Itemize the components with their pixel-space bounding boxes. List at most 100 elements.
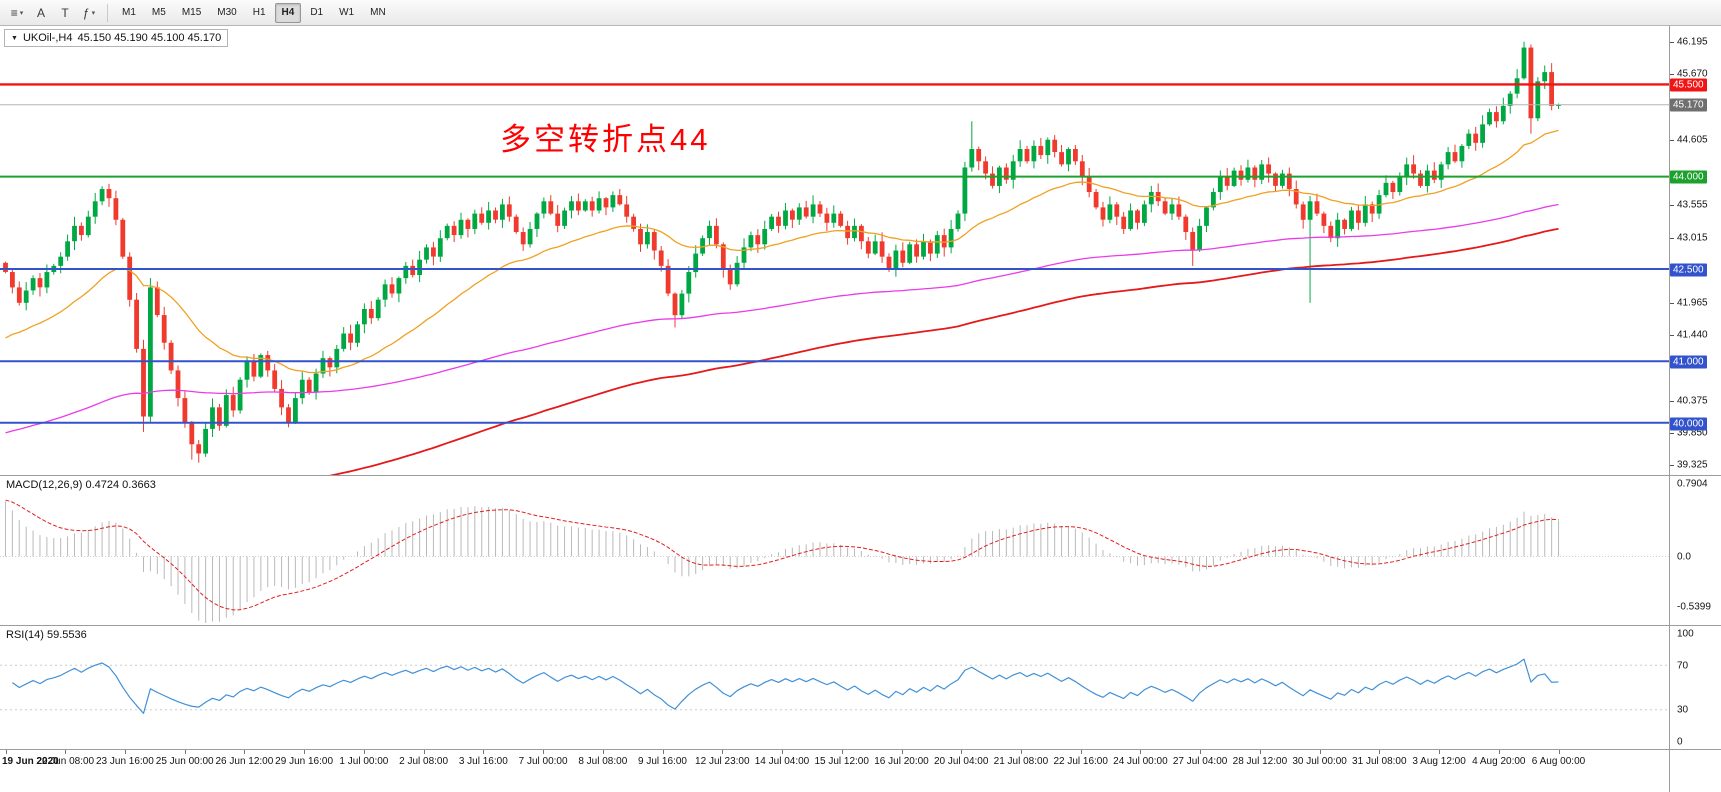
candle-up — [527, 228, 533, 245]
candle-up — [293, 398, 298, 423]
candle-down — [845, 225, 850, 239]
candle-down — [1286, 173, 1292, 189]
scale-tick-mark — [1670, 465, 1674, 467]
price-tag-40.000: 40.000 — [1670, 417, 1707, 431]
timeframe-button-m30[interactable]: M30 — [217, 7, 237, 18]
time-axis-label: 12 Jul 23:00 — [695, 756, 750, 767]
candle-up — [1217, 176, 1223, 193]
candle-up — [1521, 47, 1527, 79]
candle-up — [486, 210, 491, 223]
candle-up — [341, 333, 347, 349]
timeframe-button-m15[interactable]: M15 — [181, 7, 202, 18]
price-tick-label: 41.965 — [1677, 297, 1708, 308]
candle-down — [506, 204, 512, 217]
candle-down — [1024, 149, 1030, 162]
time-axis-label: 3 Aug 12:00 — [1412, 756, 1466, 767]
indicators-icon[interactable]: ƒ ▾ — [78, 3, 100, 23]
candle-up — [748, 235, 754, 248]
macd-canvas[interactable] — [0, 476, 1669, 625]
candle-up — [1148, 192, 1154, 205]
candle-down — [327, 358, 333, 368]
time-axis-tick — [65, 750, 67, 754]
timeframe-button-m5[interactable]: M5 — [151, 7, 166, 18]
price-scale-macd[interactable]: 0.7904 0.0 -0.5399 — [1670, 476, 1721, 626]
candle-up — [1245, 167, 1251, 180]
price-scale-column[interactable]: 46.195 45.670 44.605 43.555 43.015 41.965 41.4… — [1669, 26, 1721, 792]
rsi-tick-label: 100 — [1677, 628, 1694, 640]
candle-up — [1335, 219, 1341, 239]
candle-down — [1528, 47, 1534, 119]
candle-up — [1045, 139, 1051, 156]
candle-up — [92, 201, 98, 217]
candle-down — [141, 348, 146, 417]
rsi-panel[interactable]: RSI(14) 59.5536 — [0, 626, 1669, 750]
time-axis-tick — [901, 750, 903, 754]
time-axis-tick — [244, 750, 246, 754]
chart-annotation-text[interactable]: 多空转折点44 — [500, 122, 711, 157]
rsi-canvas[interactable] — [0, 626, 1669, 749]
scale-corner — [1670, 750, 1721, 792]
candle-up — [610, 195, 616, 208]
candle-down — [1093, 192, 1099, 208]
rsi-tick-label: 30 — [1677, 704, 1689, 716]
candle-up — [313, 373, 319, 392]
time-axis-label: 15 Jul 12:00 — [814, 756, 869, 767]
price-scale-main[interactable]: 46.195 45.670 44.605 43.555 43.015 41.965 41.4… — [1670, 26, 1721, 476]
candle-down — [182, 398, 188, 423]
candle-down — [175, 370, 181, 399]
timeframe-button-d1[interactable]: D1 — [310, 7, 324, 18]
menu-icon-glyph: ≡ — [10, 5, 18, 20]
candle-up — [458, 219, 464, 236]
candle-up — [1017, 149, 1023, 162]
candle-up — [1142, 204, 1147, 223]
time-axis-label: 8 Jul 08:00 — [578, 756, 628, 767]
candle-up — [734, 262, 740, 285]
candle-down — [776, 216, 781, 226]
price-scale-rsi[interactable]: 100 70 30 0 — [1670, 626, 1721, 750]
candle-up — [30, 278, 36, 291]
menu-icon[interactable]: ≡ ▾ — [6, 3, 28, 23]
candle-down — [990, 173, 995, 186]
candle-down — [189, 422, 195, 445]
candle-down — [727, 268, 733, 285]
scale-tick-mark — [1670, 237, 1674, 239]
chevron-down-icon[interactable]: ▼ — [11, 34, 18, 42]
candle-down — [1452, 152, 1458, 162]
timeframe-button-m1[interactable]: M1 — [122, 7, 136, 18]
candle-down — [389, 284, 395, 294]
candle-down — [306, 379, 312, 392]
candle-up — [237, 379, 243, 411]
candle-up — [1204, 207, 1209, 226]
time-axis-label: 25 Jun 00:00 — [155, 756, 214, 767]
rsi-label: RSI(14) 59.5536 — [6, 629, 87, 641]
pointer-tool-icon[interactable]: A — [30, 3, 52, 23]
time-axis-label: 21 Jul 08:00 — [993, 756, 1049, 767]
candle-up — [1397, 176, 1403, 193]
indicators-icon-glyph: ƒ — [82, 5, 90, 20]
candle-down — [900, 250, 906, 263]
candle-up — [1349, 210, 1354, 229]
candle-up — [1280, 173, 1285, 186]
candle-down — [1494, 112, 1499, 122]
candle-up — [921, 241, 926, 257]
macd-panel[interactable]: MACD(12,26,9) 0.4724 0.3663 — [0, 476, 1669, 626]
candle-up — [1107, 204, 1113, 220]
candle-down — [824, 213, 830, 223]
candle-up — [472, 213, 478, 229]
candle-down — [1300, 204, 1306, 220]
candle-down — [16, 287, 22, 303]
time-axis[interactable]: 19 Jun 2020 22 Jun 08:00 23 Jun 16:00 25 Ju… — [0, 750, 1669, 792]
candle-up — [1480, 124, 1485, 143]
candle-down — [1390, 182, 1396, 193]
timeframe-button-w1[interactable]: W1 — [339, 7, 355, 18]
main-chart-panel[interactable]: ▼ UKOil-,H4 45.150 45.190 45.100 45.170 … — [0, 26, 1669, 476]
timeframe-button-mn[interactable]: MN — [370, 7, 386, 18]
candle-down — [134, 299, 139, 349]
candle-down — [928, 241, 933, 254]
price-chart-canvas[interactable] — [0, 26, 1669, 475]
timeframe-button-h1[interactable]: H1 — [252, 7, 266, 18]
candle-up — [707, 225, 712, 239]
candle-down — [513, 216, 519, 233]
timeframe-button-h4[interactable]: H4 — [274, 2, 302, 23]
text-tool-icon[interactable]: T — [54, 3, 76, 23]
